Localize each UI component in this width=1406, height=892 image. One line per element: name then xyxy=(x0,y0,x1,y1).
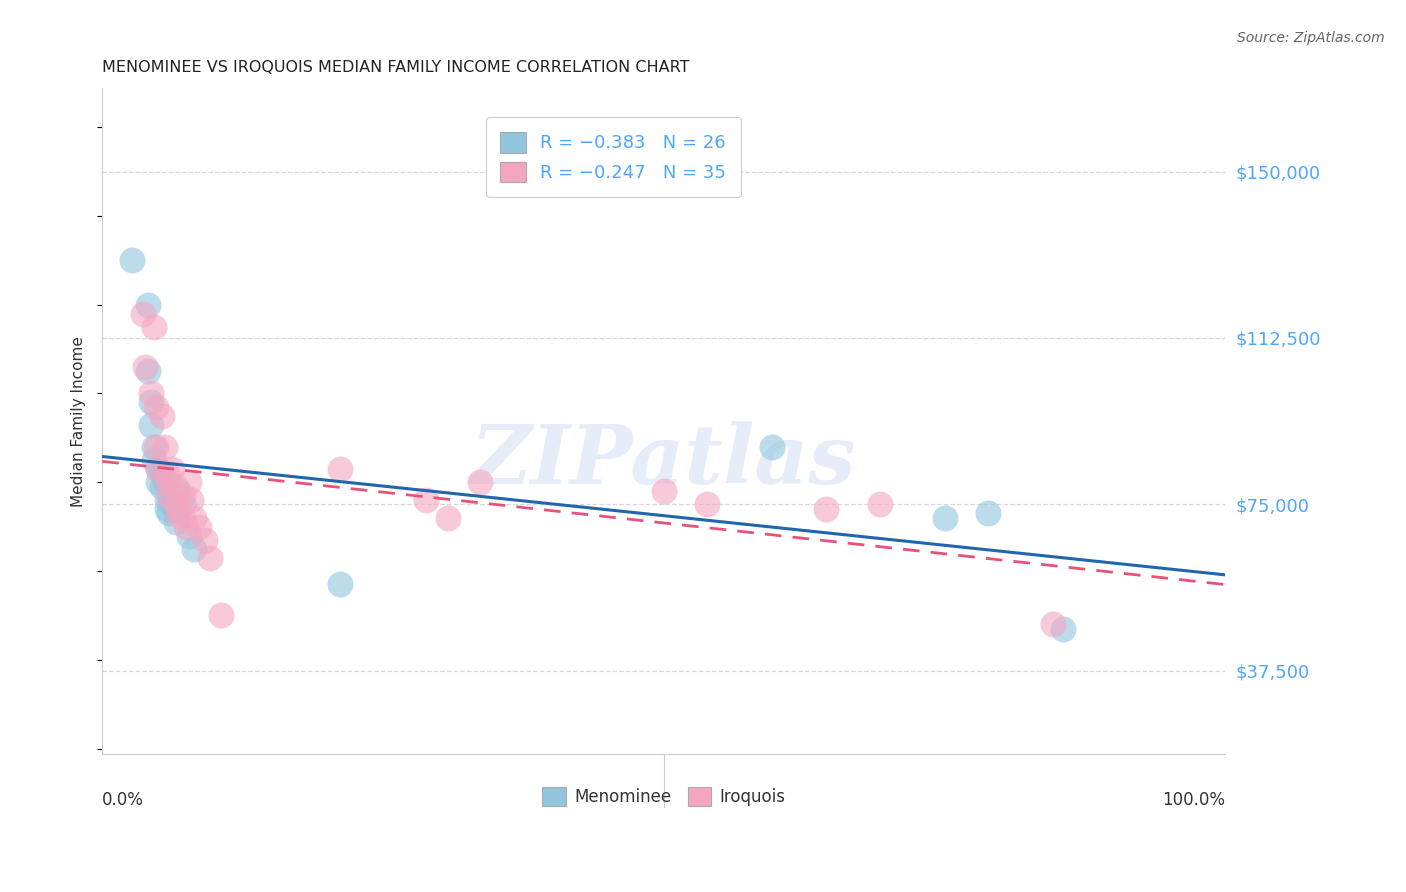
Point xyxy=(150,467,173,481)
Point xyxy=(162,498,184,512)
Point xyxy=(177,528,200,542)
Point xyxy=(145,440,167,454)
Point xyxy=(165,515,187,529)
Point xyxy=(143,440,166,454)
Point xyxy=(176,519,198,533)
Point xyxy=(437,510,460,524)
Text: Source: ZipAtlas.com: Source: ZipAtlas.com xyxy=(1237,31,1385,45)
Legend: Menominee, Iroquois: Menominee, Iroquois xyxy=(536,780,792,813)
Point xyxy=(143,453,166,467)
Point xyxy=(209,608,232,623)
Point xyxy=(148,462,170,476)
Point xyxy=(156,475,179,490)
Point xyxy=(934,510,956,524)
Point xyxy=(869,498,891,512)
Point xyxy=(139,386,162,401)
Point xyxy=(166,484,188,499)
Point xyxy=(1042,617,1064,632)
Point xyxy=(156,467,179,481)
Point xyxy=(156,502,179,516)
Point xyxy=(172,489,194,503)
Point xyxy=(136,364,159,378)
Point xyxy=(143,319,166,334)
Text: ZIPatlas: ZIPatlas xyxy=(471,421,856,501)
Point xyxy=(977,507,1000,521)
Point xyxy=(150,480,173,494)
Point xyxy=(132,307,155,321)
Point xyxy=(165,498,187,512)
Point xyxy=(162,462,184,476)
Text: MENOMINEE VS IROQUOIS MEDIAN FAMILY INCOME CORRELATION CHART: MENOMINEE VS IROQUOIS MEDIAN FAMILY INCO… xyxy=(103,60,690,75)
Point xyxy=(183,541,205,556)
Point xyxy=(145,400,167,414)
Text: 0.0%: 0.0% xyxy=(103,791,143,809)
Point xyxy=(121,253,143,268)
Point xyxy=(156,493,179,508)
Point xyxy=(1052,622,1074,636)
Point xyxy=(139,417,162,432)
Point xyxy=(172,510,194,524)
Point xyxy=(329,577,352,591)
Point xyxy=(139,395,162,409)
Point xyxy=(696,498,718,512)
Point xyxy=(761,440,783,454)
Point xyxy=(148,475,170,490)
Point xyxy=(148,462,170,476)
Point xyxy=(166,507,188,521)
Y-axis label: Median Family Income: Median Family Income xyxy=(72,335,86,507)
Point xyxy=(470,475,492,490)
Point xyxy=(188,519,211,533)
Point xyxy=(814,502,837,516)
Point xyxy=(194,533,217,547)
Point xyxy=(200,550,222,565)
Point xyxy=(134,359,156,374)
Point xyxy=(415,493,437,508)
Point xyxy=(150,409,173,423)
Point xyxy=(165,480,187,494)
Point xyxy=(153,475,176,490)
Point xyxy=(172,498,194,512)
Point xyxy=(153,440,176,454)
Text: 100.0%: 100.0% xyxy=(1163,791,1226,809)
Point xyxy=(157,507,180,521)
Point xyxy=(652,484,675,499)
Point xyxy=(329,462,352,476)
Point xyxy=(136,298,159,312)
Point xyxy=(177,475,200,490)
Point xyxy=(157,489,180,503)
Point xyxy=(183,510,205,524)
Point xyxy=(180,493,202,508)
